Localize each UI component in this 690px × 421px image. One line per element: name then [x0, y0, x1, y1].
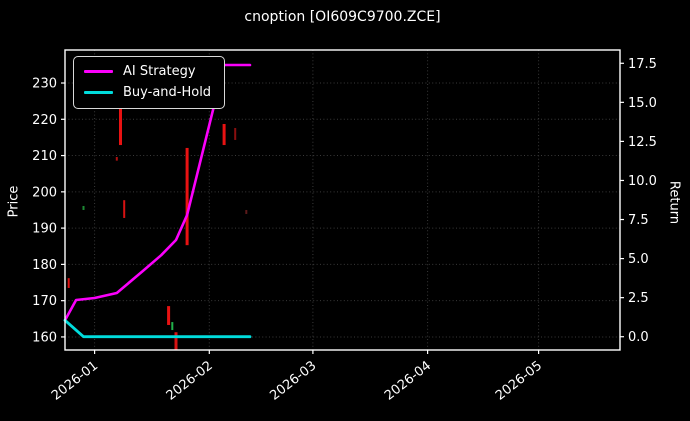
ai-strategy-line-swatch: [84, 70, 113, 73]
return-tick-label: 2.5: [628, 291, 649, 306]
candlestick: [115, 157, 118, 161]
legend: AI Strategy Buy-and-Hold: [73, 56, 226, 109]
return-tick-label: 15.0: [628, 96, 657, 111]
price-tick-label: 190: [32, 222, 57, 237]
price-axis-label: Price: [6, 185, 22, 218]
candlestick: [82, 205, 85, 210]
candlestick: [245, 209, 248, 214]
legend-item-ai-strategy: AI Strategy: [84, 63, 211, 80]
candlestick: [174, 332, 178, 350]
price-tick-label: 160: [32, 330, 57, 345]
candlestick: [167, 306, 171, 325]
candlestick: [222, 124, 226, 146]
date-tick-label: 2026-01: [49, 358, 101, 403]
price-tick-label: 210: [32, 149, 57, 164]
price-tick-label: 230: [32, 77, 57, 92]
price-tick-label: 170: [32, 294, 57, 309]
candlestick: [234, 127, 237, 140]
candlestick: [119, 105, 122, 146]
buy-and-hold-line: [63, 318, 252, 339]
date-tick-label: 2026-04: [382, 358, 434, 403]
return-tick-label: 0.0: [628, 330, 649, 345]
candlestick: [67, 278, 70, 288]
return-tick-label: 7.5: [628, 213, 649, 228]
return-tick-label: 17.5: [628, 57, 657, 72]
legend-label: AI Strategy: [123, 64, 196, 79]
return-axis-label: Return: [666, 180, 682, 225]
legend-item-buy-and-hold: Buy-and-Hold: [84, 84, 211, 101]
return-tick-label: 10.0: [628, 174, 657, 189]
legend-label: Buy-and-Hold: [123, 85, 212, 100]
date-tick-label: 2026-05: [493, 358, 545, 403]
date-tick-label: 2026-03: [267, 358, 319, 403]
chart-title: cnoption [OI609C9700.ZCE]: [244, 9, 441, 25]
candlestick: [123, 200, 126, 218]
candlestick: [171, 322, 174, 331]
return-tick-label: 12.5: [628, 135, 657, 150]
price-tick-label: 180: [32, 258, 57, 273]
price-tick-label: 200: [32, 185, 57, 200]
candlestick: [185, 147, 189, 246]
buy-and-hold-line-swatch: [84, 91, 113, 94]
date-tick-label: 2026-02: [164, 358, 216, 403]
ai-strategy-line: [63, 63, 252, 322]
price-tick-label: 220: [32, 113, 57, 128]
return-tick-label: 5.0: [628, 252, 649, 267]
plot-border: [64, 49, 621, 351]
